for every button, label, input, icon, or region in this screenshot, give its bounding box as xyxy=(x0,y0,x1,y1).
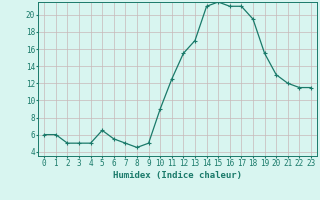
X-axis label: Humidex (Indice chaleur): Humidex (Indice chaleur) xyxy=(113,171,242,180)
